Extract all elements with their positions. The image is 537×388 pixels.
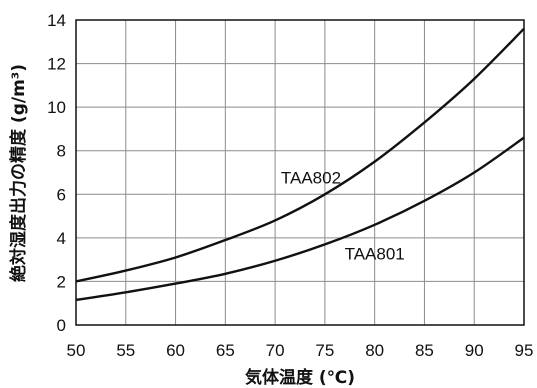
x-tick-label: 90 [465,341,484,360]
x-tick-labels: 50 55 60 65 70 75 80 85 90 95 [67,341,534,360]
y-tick-label: 6 [57,185,66,204]
x-axis-title: 気体温度 (℃) [244,367,355,388]
y-tick-label: 4 [57,229,66,248]
series-lines [75,27,525,302]
y-tick-label: 12 [47,55,66,74]
x-tick-label: 80 [365,341,384,360]
y-tick-label: 0 [57,316,66,335]
y-tick-labels: 0 2 4 6 8 10 12 14 [47,11,66,335]
x-tick-label: 85 [415,341,434,360]
y-axis-title: 絶対湿度出力の精度 (g/m³) [8,64,29,282]
y-tick-label: 10 [47,98,66,117]
x-tick-label: 95 [515,341,534,360]
x-tick-label: 55 [116,341,135,360]
y-tick-label: 8 [57,142,66,161]
x-tick-label: 60 [166,341,185,360]
y-tick-label: 14 [47,11,66,30]
x-tick-label: 50 [67,341,86,360]
x-tick-label: 70 [266,341,285,360]
series-line-taa801 [75,136,525,302]
series-labels: TAA802 TAA801 [281,168,405,263]
plot-frame [75,19,525,326]
x-tick-label: 75 [315,341,334,360]
x-tick-label: 65 [216,341,235,360]
series-line-taa802 [75,27,525,283]
y-tick-label: 2 [57,272,66,291]
series-label-taa801: TAA801 [345,245,405,264]
series-label-taa802: TAA802 [281,168,341,187]
